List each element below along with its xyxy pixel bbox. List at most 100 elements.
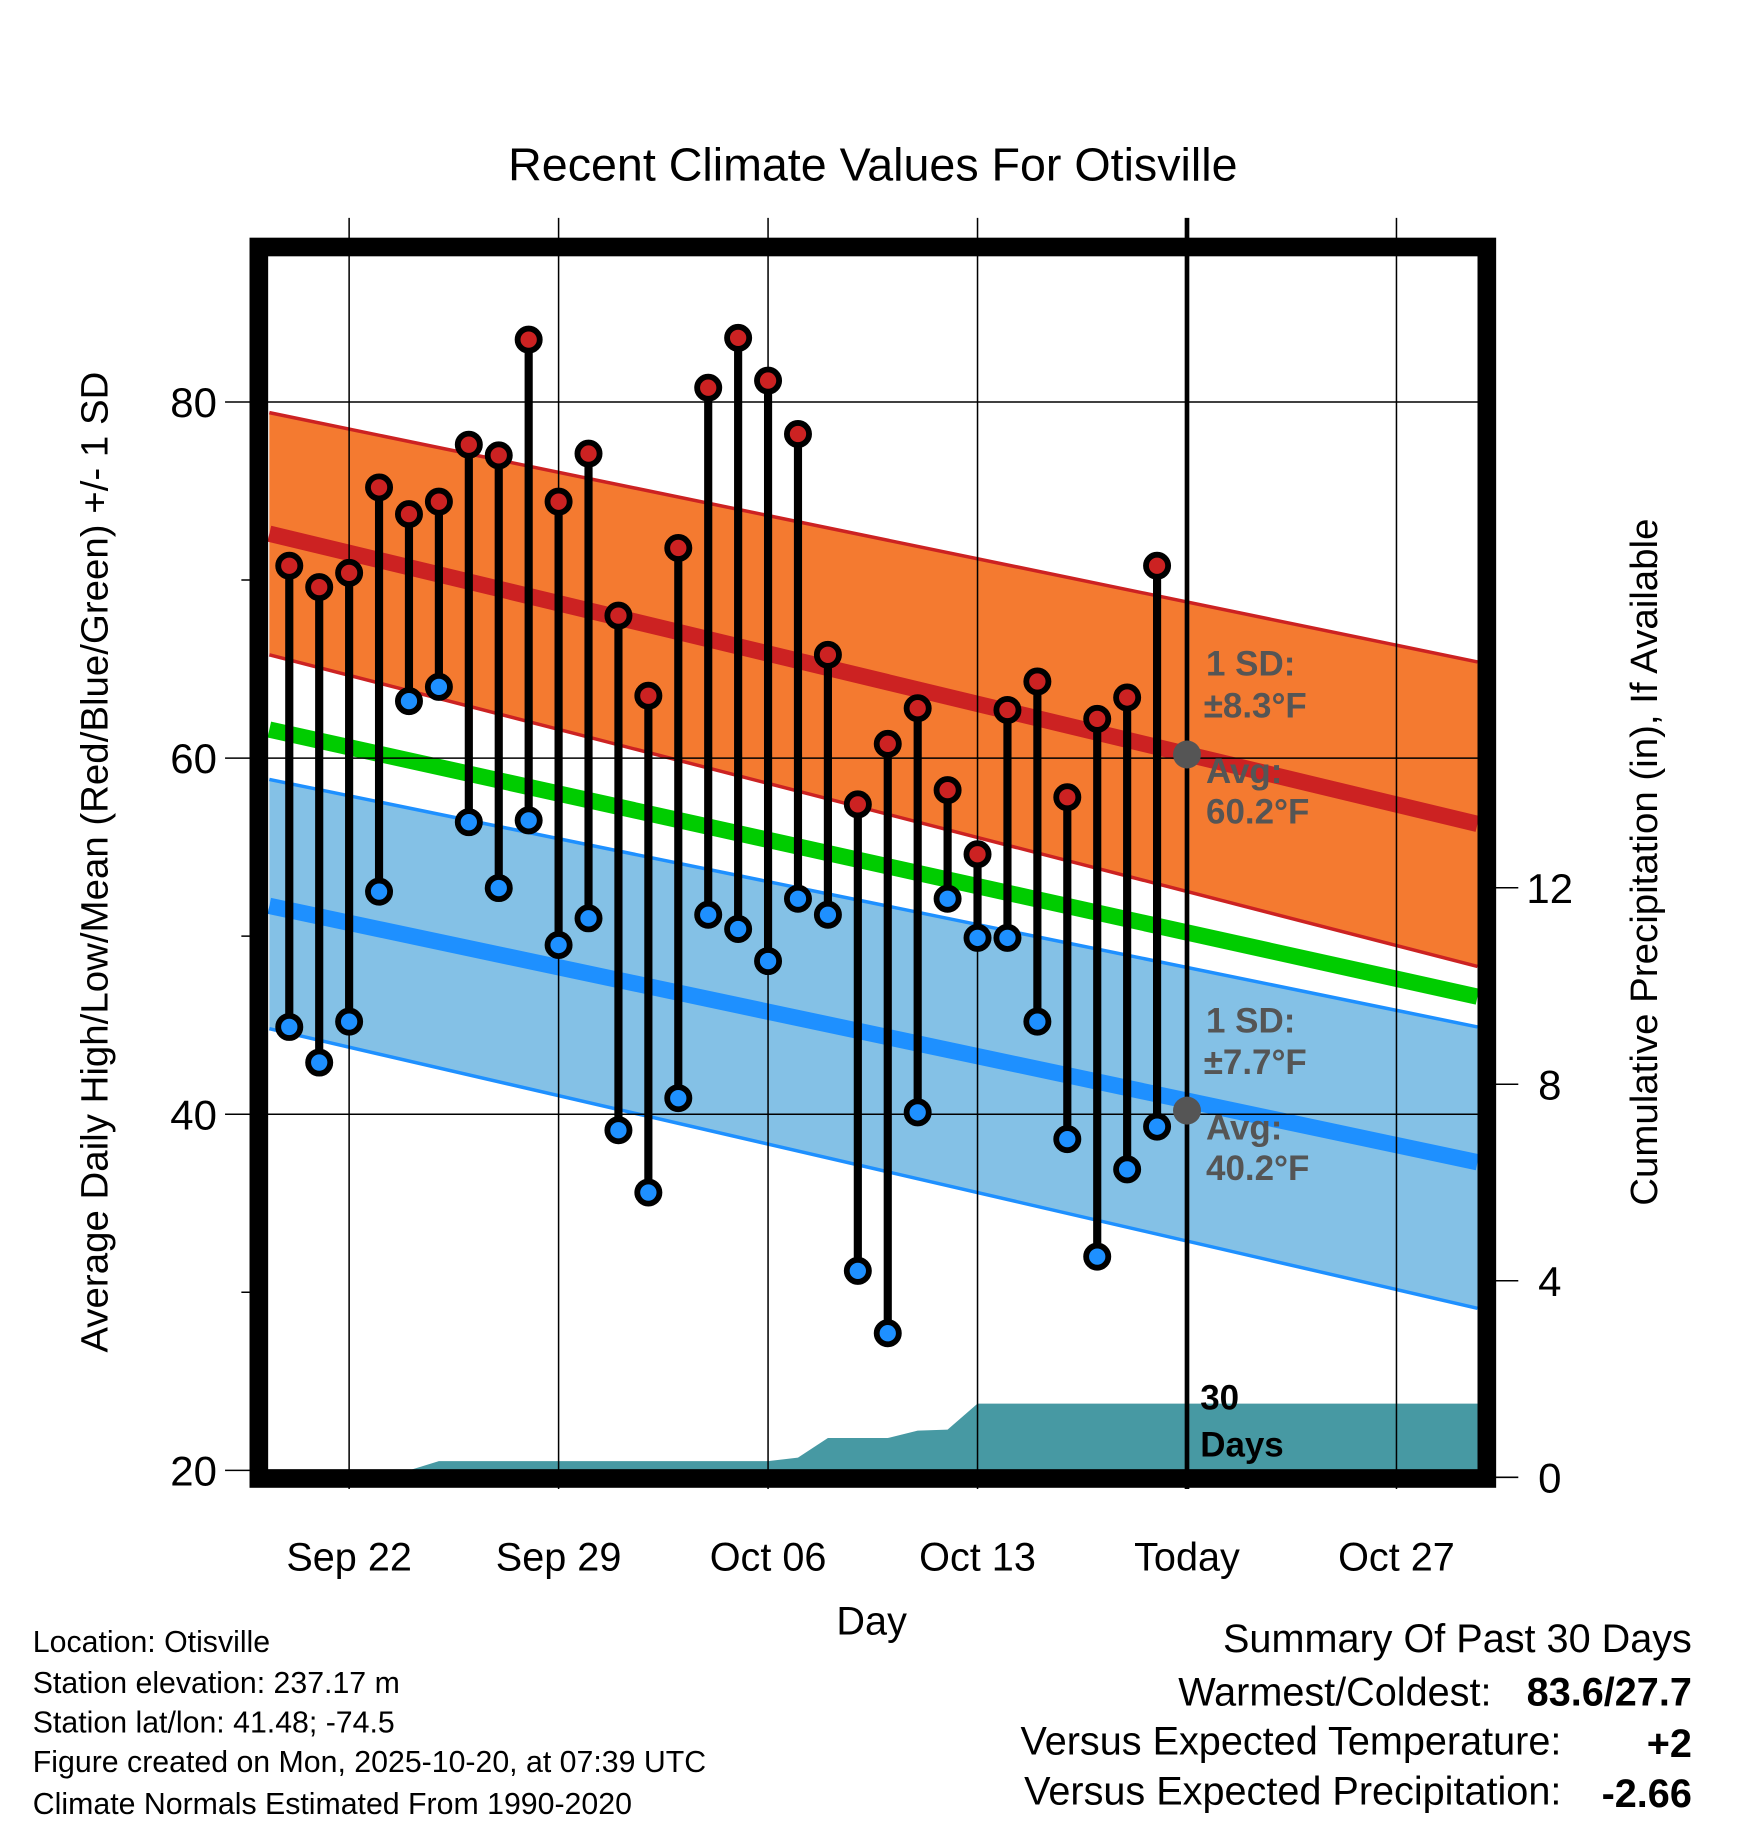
low-point (514, 806, 543, 835)
high-point (454, 430, 483, 459)
high-point (574, 439, 603, 468)
low-point (365, 877, 394, 906)
high-sd-value: ±8.3°F (1204, 687, 1307, 726)
precip-area (269, 1403, 1478, 1471)
low-point (1143, 1112, 1172, 1141)
footer-normals: Climate Normals Estimated From 1990-2020 (33, 1788, 632, 1821)
high-point (843, 790, 872, 819)
low-sd-label: 1 SD: (1206, 1001, 1295, 1040)
high-point (1083, 704, 1112, 733)
low-avg-label: Avg: (1206, 1108, 1282, 1147)
y-tick-label: 20 (170, 1447, 217, 1494)
low-point (813, 900, 842, 929)
low-point (1083, 1242, 1112, 1271)
today-high-avg-point (1173, 740, 1201, 769)
temp-vs-expected-value: +2 (1647, 1722, 1692, 1766)
high-annotation: 1 SD: ±8.3°F Avg: 60.2°F (1204, 645, 1310, 832)
summary-title: Summary Of Past 30 Days (1223, 1617, 1692, 1661)
high-point (514, 325, 543, 354)
low-point (754, 947, 783, 976)
high-point (664, 533, 693, 562)
temp-vs-expected-label: Versus Expected Temperature: (1020, 1720, 1561, 1764)
footer-latlon: Station lat/lon: 41.48; -74.5 (33, 1706, 395, 1739)
low-point (664, 1084, 693, 1113)
y-right-tick-label: 8 (1538, 1061, 1561, 1108)
low-annotation: 1 SD: ±7.7°F Avg: 40.2°F (1204, 1001, 1310, 1188)
high-point (724, 323, 753, 352)
high-point (335, 558, 364, 587)
high-point (1143, 551, 1172, 580)
low-point (963, 923, 992, 952)
today-low-avg-point (1173, 1096, 1201, 1125)
high-point (484, 441, 513, 470)
warmest-coldest-label: Warmest/Coldest: (1178, 1671, 1491, 1715)
high-avg-label: Avg: (1206, 752, 1282, 791)
normal-low-line (267, 897, 1480, 1171)
y-right-tick-label: 4 (1538, 1258, 1561, 1305)
summary-panel: Summary Of Past 30 Days Warmest/Coldest:… (1020, 1617, 1691, 1816)
low-point (634, 1178, 663, 1207)
low-sd-value: ±7.7°F (1204, 1043, 1307, 1082)
y-axis-label: Average Daily High/Low/Mean (Red/Blue/Gr… (73, 372, 116, 1353)
y-right-tick-label: 12 (1526, 865, 1573, 912)
x-tick-label: Sep 29 (496, 1536, 622, 1580)
high-point (1113, 683, 1142, 712)
low-point (1023, 1007, 1052, 1036)
low-point (1113, 1155, 1142, 1184)
low-point (335, 1007, 364, 1036)
low-point (873, 1319, 902, 1348)
low-point (574, 904, 603, 933)
high-point (694, 373, 723, 402)
high-sd-band (269, 412, 1478, 967)
low-point (544, 931, 573, 960)
high-point (604, 601, 633, 630)
high-point (993, 696, 1022, 724)
high-point (784, 420, 812, 448)
high-point (903, 694, 932, 723)
precip-vs-expected-value: -2.66 (1602, 1772, 1692, 1816)
warmest-coldest-value: 83.6/27.7 (1527, 1671, 1692, 1715)
chart-title: Recent Climate Values For Otisville (508, 139, 1237, 191)
high-point (544, 487, 573, 516)
high-sd-label: 1 SD: (1206, 645, 1295, 684)
low-point (604, 1116, 633, 1145)
footer-location: Location: Otisville (33, 1626, 270, 1659)
low-point (784, 884, 812, 913)
low-point (454, 808, 483, 837)
low-point (424, 672, 453, 701)
y-axis-right-label: Cumulative Precipitation (in), If Availa… (1623, 519, 1666, 1206)
low-point (305, 1048, 334, 1077)
y-tick-label: 60 (170, 735, 217, 782)
high-point (813, 640, 842, 669)
low-point (903, 1098, 932, 1127)
footer-created: Figure created on Mon, 2025-10-20, at 07… (33, 1746, 706, 1779)
high-point (634, 681, 663, 710)
x-axis-label: Day (836, 1600, 907, 1644)
high-point (275, 551, 304, 580)
days-label: Days (1200, 1425, 1284, 1464)
plot-frame (249, 237, 1497, 1488)
low-point (933, 884, 962, 913)
low-point (275, 1012, 304, 1041)
low-sd-lower-line (268, 1027, 1478, 1310)
plot-area: Sep 22 Sep 29 Oct 06 Oct 13 Today Oct 2720406… (170, 217, 1573, 1580)
x-tick-label: Today (1134, 1536, 1240, 1580)
high-point (394, 500, 423, 529)
low-avg-value: 40.2°F (1206, 1149, 1309, 1188)
y-tick-label: 80 (170, 379, 217, 426)
data-marks (275, 323, 1201, 1348)
days-count: 30 (1200, 1379, 1239, 1418)
high-point (754, 366, 783, 395)
footer-elevation: Station elevation: 237.17 m (33, 1667, 400, 1700)
high-point (1023, 667, 1052, 696)
x-tick-label: Sep 22 (286, 1536, 412, 1580)
footer-info: Location: Otisville Station elevation: 2… (33, 1626, 706, 1821)
low-point (484, 874, 513, 903)
x-tick-label: Oct 06 (710, 1536, 827, 1580)
high-point (1053, 783, 1082, 812)
high-point (305, 573, 334, 602)
precip-vs-expected-label: Versus Expected Precipitation: (1024, 1770, 1561, 1814)
low-point (843, 1256, 872, 1285)
y-right-tick-label: 0 (1538, 1454, 1561, 1501)
